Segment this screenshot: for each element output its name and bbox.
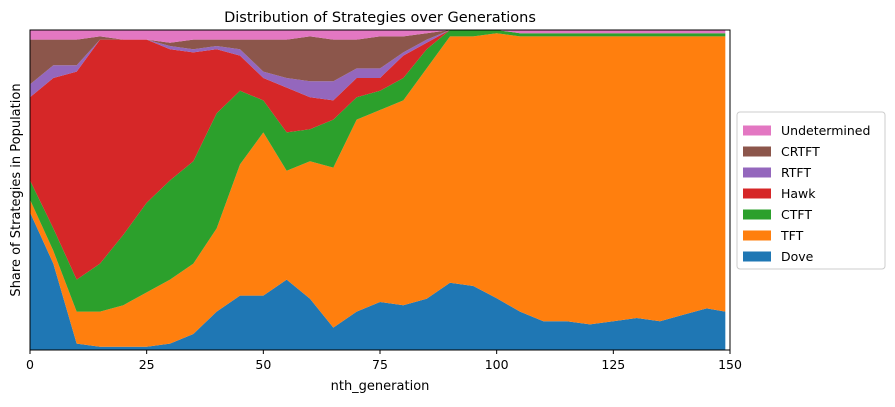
legend: Undetermined CRTFT RTFT Hawk CTFT TFT Dove: [736, 111, 886, 270]
legend-label-dove: Dove: [781, 249, 814, 264]
legend-label-tft: TFT: [780, 228, 804, 243]
legend-label-rtft: RTFT: [781, 165, 811, 180]
area-hawk: [30, 30, 726, 280]
legend-swatch-ctft: [743, 209, 771, 220]
chart-title: Distribution of Strategies over Generati…: [224, 10, 536, 26]
area-crtft: [30, 30, 726, 85]
legend-swatch-dove: [743, 251, 771, 262]
legend-label-hawk: Hawk: [781, 186, 816, 201]
legend-swatch-tft: [743, 230, 771, 241]
legend-swatch-rtft: [743, 167, 771, 178]
area-undetermined: [30, 30, 726, 43]
x-tick-label: 75: [372, 357, 388, 372]
x-tick-label: 100: [485, 357, 509, 372]
area-ctft: [30, 30, 726, 312]
x-tick-label: 50: [255, 357, 271, 372]
legend-swatch-crtft: [743, 146, 771, 157]
y-axis-label: Share of Strategies in Population: [9, 83, 24, 296]
area-tft: [30, 33, 726, 347]
x-tick-label: 150: [718, 357, 742, 372]
x-tick-label: 125: [601, 357, 625, 372]
area-dove: [30, 212, 726, 350]
x-axis-label: nth_generation: [331, 379, 430, 394]
legend-box: [736, 111, 886, 270]
legend-label-undetermined: Undetermined: [781, 123, 870, 138]
x-tick-label: 0: [26, 357, 34, 372]
legend-swatch-undetermined: [743, 125, 771, 136]
legend-label-ctft: CTFT: [781, 207, 812, 222]
x-tick-label: 25: [139, 357, 155, 372]
legend-swatch-hawk: [743, 188, 771, 199]
areas-layer: [30, 30, 726, 350]
x-axis: 0 25 50 75 100 125 150: [26, 350, 742, 372]
legend-label-crtft: CRTFT: [781, 144, 820, 159]
